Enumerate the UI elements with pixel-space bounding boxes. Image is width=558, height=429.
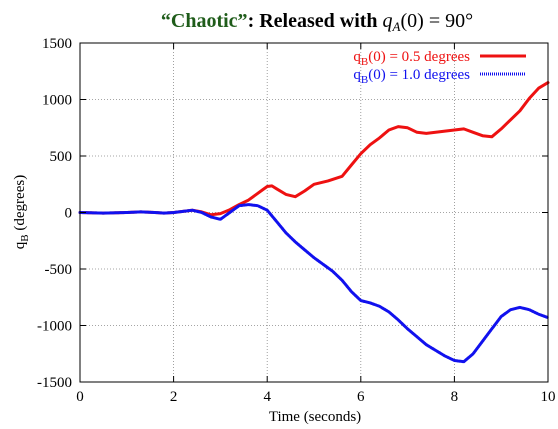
y-tick-label: -500 xyxy=(45,262,73,278)
series-line-1 xyxy=(78,81,550,217)
y-axis-label-base: q xyxy=(12,241,28,249)
x-axis-label: Time (seconds) xyxy=(269,409,361,425)
chart-title-quoted: “Chaotic” xyxy=(161,10,248,32)
x-tick-label: 8 xyxy=(451,389,459,405)
chart-title: “Chaotic”: Released with qA(0) = 90° xyxy=(161,10,473,34)
y-tick-label: -1000 xyxy=(37,319,72,335)
y-axis-label: qB (degrees) xyxy=(12,175,31,249)
series-line-2 xyxy=(78,203,550,364)
legend-label-series-2: qB(0) = 1.0 degrees xyxy=(353,67,470,86)
legend-label-series-1: qB(0) = 0.5 degrees xyxy=(353,49,470,68)
x-tick-label: 6 xyxy=(357,389,365,405)
chart-title-math-tail: (0) = 90° xyxy=(401,10,474,32)
grid xyxy=(80,43,548,382)
legend: qB(0) = 0.5 degrees qB(0) = 1.0 degrees xyxy=(353,49,526,86)
chart-title-math-sub: A xyxy=(392,19,401,34)
ticks: 0 2 4 6 8 10 -1500 -1000 -500 0 500 1000 1500 xyxy=(37,36,556,405)
chart-title-math: q xyxy=(383,10,393,32)
y-tick-label: 1500 xyxy=(42,36,72,52)
series-layer xyxy=(78,81,550,364)
y-tick-label: 500 xyxy=(50,149,73,165)
y-tick-label: -1500 xyxy=(37,375,72,391)
x-tick-label: 0 xyxy=(76,389,84,405)
y-tick-label: 1000 xyxy=(42,93,72,109)
x-tick-label: 4 xyxy=(263,389,271,405)
y-axis-label-sub: B xyxy=(19,234,31,241)
y-axis-label-tail: (degrees) xyxy=(12,175,28,235)
x-tick-label: 10 xyxy=(541,389,556,405)
chart-title-text: : Released with xyxy=(248,10,383,32)
x-tick-label: 2 xyxy=(170,389,178,405)
y-tick-label: 0 xyxy=(65,206,73,222)
